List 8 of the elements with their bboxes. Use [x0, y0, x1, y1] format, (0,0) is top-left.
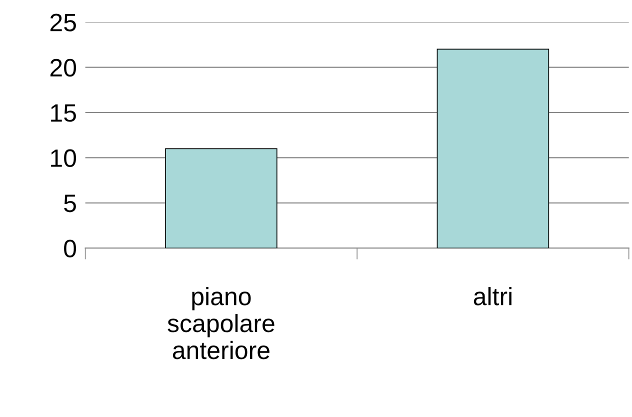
x-tick-label: altri — [474, 287, 512, 306]
y-tick-label: 25 — [50, 14, 76, 32]
y-tick-label: 5 — [64, 194, 76, 212]
y-tick-label: 15 — [51, 104, 76, 122]
y-tick-label: 20 — [50, 58, 76, 77]
y-tick-label: 0 — [64, 240, 76, 258]
y-tick-label: 10 — [51, 149, 76, 168]
x-tick-label: piano scapolare anteriore — [168, 287, 274, 360]
